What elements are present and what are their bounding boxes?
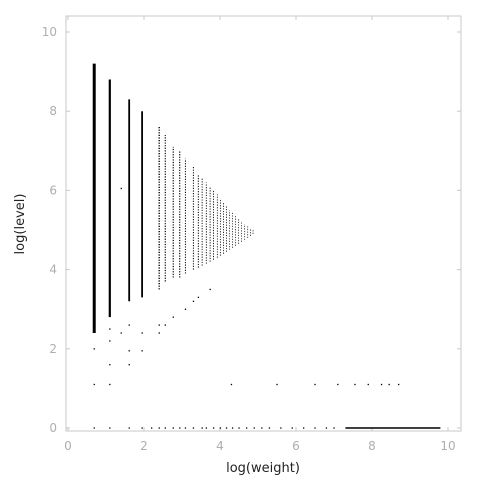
x-tick-label: 8 [368, 439, 376, 453]
data-point [172, 427, 174, 429]
data-point [276, 383, 278, 386]
data-point [158, 324, 160, 326]
data-point [109, 364, 111, 366]
data-point [141, 332, 143, 334]
data-point [109, 383, 111, 386]
data-point [398, 383, 400, 386]
data-point [93, 383, 95, 386]
data-point [209, 288, 211, 291]
data-point [380, 383, 383, 386]
y-tick-label: 2 [49, 342, 57, 356]
data-point [151, 427, 153, 429]
x-tick-label: 0 [64, 439, 72, 453]
data-point [388, 383, 390, 386]
data-point [141, 427, 143, 429]
data-point [303, 427, 305, 429]
data-point [314, 383, 316, 386]
data-point [225, 427, 228, 429]
data-point [201, 427, 203, 429]
data-point [261, 427, 263, 429]
data-point [141, 350, 143, 352]
data-point [333, 427, 335, 429]
data-point [164, 324, 166, 326]
data-point [120, 332, 122, 334]
data-point [179, 427, 181, 429]
data-point [314, 427, 316, 429]
data-point [128, 324, 130, 326]
data-point [212, 427, 215, 429]
y-tick-label: 4 [49, 263, 57, 277]
x-tick-label: 6 [292, 439, 300, 453]
data-point [109, 427, 111, 429]
data-point [325, 427, 328, 429]
data-point [291, 427, 293, 429]
tick-group: 0 2 4 6 8 10 0 2 4 6 8 10 [42, 16, 461, 453]
x-tick-label: 2 [140, 439, 148, 453]
data-point [337, 383, 339, 386]
data-point [230, 383, 233, 386]
data-point [231, 427, 234, 429]
x-tick-label: 10 [440, 439, 455, 453]
data-point [109, 328, 111, 330]
data-point [128, 427, 130, 429]
data-point [120, 187, 122, 190]
data-points [92, 63, 441, 429]
x-axis-label: log(weight) [226, 461, 300, 476]
y-axis-label: log(level) [13, 194, 28, 255]
data-point [219, 427, 222, 429]
data-point [93, 348, 95, 350]
data-point [280, 427, 282, 429]
data-point [238, 427, 240, 429]
data-point [268, 427, 271, 429]
data-point [246, 427, 248, 429]
data-point [192, 300, 195, 302]
data-point [158, 332, 160, 334]
plot-frame [65, 15, 462, 432]
data-point [93, 427, 95, 429]
y-tick-label: 6 [49, 183, 57, 197]
data-point [128, 350, 130, 352]
data-point [164, 427, 166, 429]
y-tick-label: 10 [42, 25, 57, 39]
data-point [184, 427, 187, 429]
data-point [367, 383, 369, 386]
data-point [109, 340, 111, 342]
data-point [192, 427, 195, 429]
data-point [184, 308, 187, 310]
data-point [172, 316, 174, 318]
data-point [93, 316, 95, 318]
x-tick-label: 4 [216, 439, 224, 453]
data-point [205, 427, 208, 429]
y-tick-label: 0 [49, 421, 57, 435]
y-tick-label: 8 [49, 104, 57, 118]
data-point [158, 427, 160, 429]
data-point [128, 364, 130, 366]
data-point [354, 383, 356, 386]
data-point [93, 320, 95, 322]
data-point [253, 427, 255, 429]
data-point [197, 296, 200, 299]
